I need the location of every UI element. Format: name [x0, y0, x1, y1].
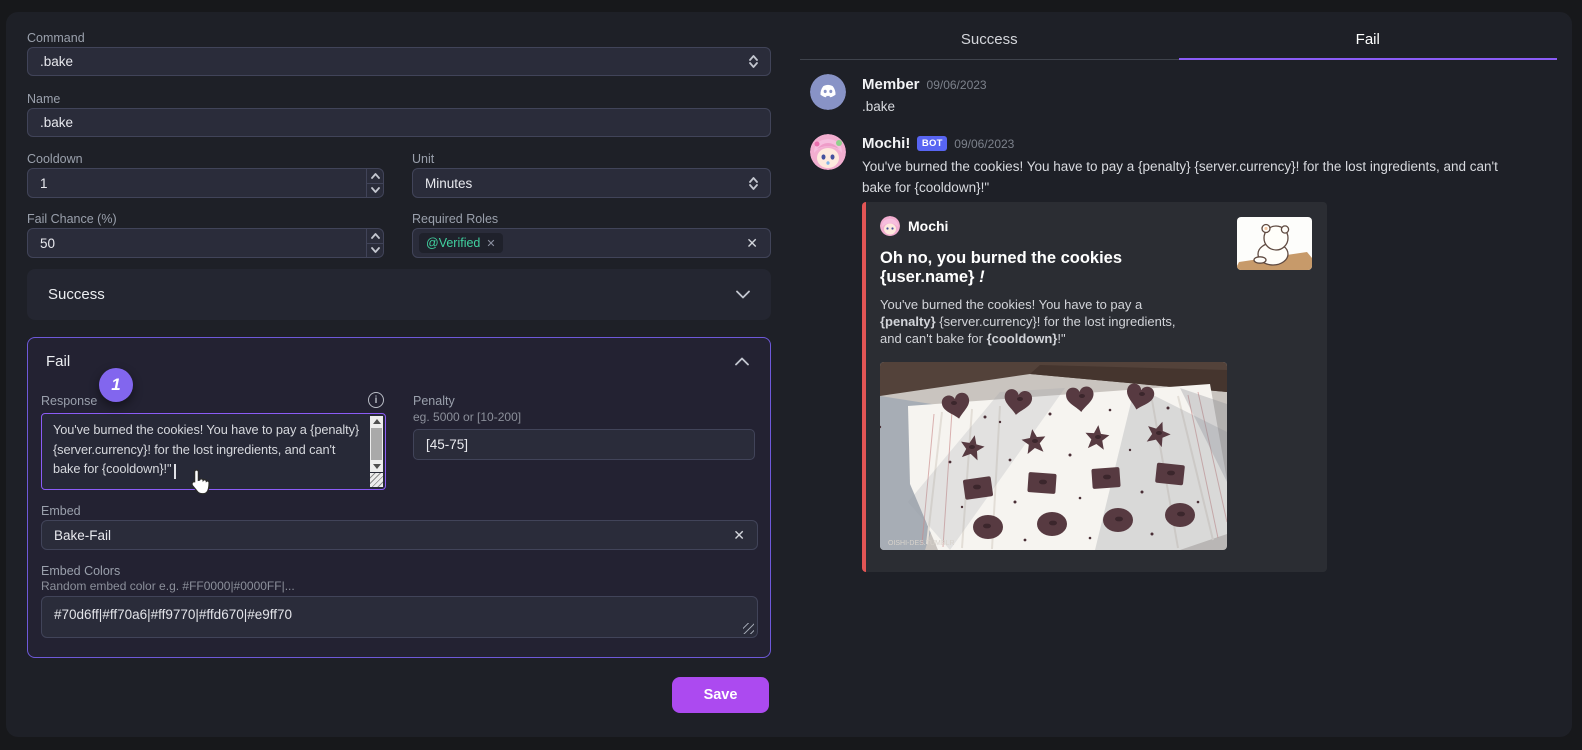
response-scrollbar[interactable] — [370, 416, 383, 472]
scroll-up-icon[interactable] — [370, 416, 383, 428]
image-watermark: OISHI-DES.TUMBLR — [888, 540, 955, 547]
tab-success[interactable]: Success — [800, 20, 1179, 60]
penalty-label: Penalty — [413, 394, 455, 408]
fail-section-title: Fail — [46, 352, 71, 370]
select-updown-icon — [748, 55, 758, 68]
response-textarea[interactable]: You've burned the cookies! You have to p… — [41, 413, 386, 490]
save-button[interactable]: Save — [672, 677, 769, 713]
command-select[interactable]: .bake — [27, 47, 771, 76]
embed-clear-icon[interactable]: ✕ — [733, 526, 745, 543]
embed-colors-label: Embed Colors — [41, 564, 121, 578]
member-avatar — [810, 74, 846, 110]
embed-colors-textarea[interactable]: #70d6ff|#ff70a6|#ff9770|#ffd670|#e9ff70 — [41, 596, 758, 638]
select-updown-icon — [748, 176, 758, 190]
embed-colors-value: #70d6ff|#ff70a6|#ff9770|#ffd670|#e9ff70 — [54, 607, 293, 622]
message-timestamp: 09/06/2023 — [926, 78, 987, 92]
embed-title-italic: ! — [979, 268, 985, 286]
message-text: You've burned the cookies! You have to p… — [862, 159, 1498, 195]
success-section-header[interactable]: Success — [27, 269, 771, 320]
cooldown-stepper[interactable] — [366, 169, 383, 197]
stepper-up-icon[interactable] — [367, 169, 383, 184]
mochi-avatar — [810, 134, 846, 170]
message-author: Mochi! — [862, 135, 911, 152]
main-panel: Command .bake Name .bake Cooldown 1 Unit… — [6, 12, 1572, 737]
fail-section-header[interactable]: Fail — [28, 338, 770, 384]
name-value: .bake — [40, 115, 74, 130]
scroll-down-icon[interactable] — [370, 460, 383, 472]
embed-description: You've burned the cookies! You have to p… — [880, 297, 1176, 346]
unit-select[interactable]: Minutes — [412, 168, 771, 198]
chevron-down-icon — [736, 290, 750, 299]
resize-grip[interactable] — [370, 473, 383, 487]
fail-chance-input[interactable]: 50 — [27, 228, 384, 258]
stepper-down-icon[interactable] — [367, 184, 383, 198]
fail-section: Fail 1 Response i You've burned the cook… — [27, 337, 771, 658]
cooldown-label: Cooldown — [27, 152, 83, 166]
preview-tabs: Success Fail — [800, 20, 1557, 60]
role-chip-remove-icon[interactable]: ✕ — [486, 237, 496, 250]
message-author: Member — [862, 76, 920, 93]
embed-colors-hint: Random embed color e.g. #FF0000|#0000FF|… — [41, 579, 295, 593]
response-label: Response — [41, 394, 98, 408]
resize-grip[interactable] — [743, 623, 754, 634]
embed-cookies-image: OISHI-DES.TUMBLR — [880, 362, 1227, 550]
embed-input[interactable]: Bake-Fail ✕ — [41, 520, 758, 550]
chevron-up-icon — [735, 357, 749, 365]
stepper-up-icon[interactable] — [367, 229, 383, 244]
discord-logo-icon — [810, 74, 846, 110]
message-mochi: Mochi! BOT 09/06/2023 You've burned the co… — [862, 135, 1542, 198]
message-timestamp: 09/06/2023 — [954, 137, 1015, 151]
command-value: .bake — [40, 54, 74, 69]
penalty-hint: eg. 5000 or [10-200] — [413, 410, 522, 424]
scroll-thumb[interactable] — [371, 427, 382, 461]
unit-value: Minutes — [425, 175, 473, 191]
response-text: You've burned the cookies! You have to p… — [53, 422, 360, 476]
info-icon[interactable]: i — [368, 392, 384, 408]
required-roles-field[interactable]: @Verified ✕ ✕ — [412, 228, 771, 258]
role-chip[interactable]: @Verified ✕ — [419, 233, 503, 253]
fail-chance-value: 50 — [40, 235, 56, 251]
command-label: Command — [27, 31, 85, 45]
embed-value: Bake-Fail — [54, 527, 112, 543]
bot-badge: BOT — [917, 136, 948, 151]
embed-preview: Mochi Oh no, you burned the cookies {use… — [862, 202, 1327, 572]
cooldown-value: 1 — [40, 175, 48, 191]
tab-fail[interactable]: Fail — [1178, 20, 1557, 60]
embed-title: Oh no, you burned the cookies {user.name… — [880, 249, 1123, 286]
success-section-title: Success — [48, 286, 105, 303]
embed-thumbnail-bear-image — [1237, 217, 1312, 270]
message-member: Member 09/06/2023 .bake — [862, 76, 987, 117]
unit-label: Unit — [412, 152, 435, 166]
name-label: Name — [27, 92, 61, 106]
embed-label: Embed — [41, 504, 81, 518]
fail-chance-label: Fail Chance (%) — [27, 212, 117, 226]
stepper-down-icon[interactable] — [367, 244, 383, 258]
roles-clear-icon[interactable]: ✕ — [746, 234, 758, 251]
message-text: .bake — [862, 99, 896, 114]
penalty-input[interactable]: [45-75] — [413, 429, 755, 460]
penalty-value: [45-75] — [426, 437, 469, 452]
required-roles-label: Required Roles — [412, 212, 499, 226]
text-caret — [174, 464, 176, 479]
embed-author-avatar — [880, 216, 900, 236]
fail-chance-stepper[interactable] — [366, 229, 383, 257]
success-section: Success — [27, 269, 771, 320]
embed-author-row: Mochi — [880, 216, 1313, 236]
role-chip-label: @Verified — [426, 236, 481, 250]
mouse-cursor — [191, 469, 210, 495]
cooldown-input[interactable]: 1 — [27, 168, 384, 198]
name-input[interactable]: .bake — [27, 108, 771, 137]
step-badge: 1 — [99, 368, 133, 402]
embed-author-name: Mochi — [908, 218, 949, 234]
